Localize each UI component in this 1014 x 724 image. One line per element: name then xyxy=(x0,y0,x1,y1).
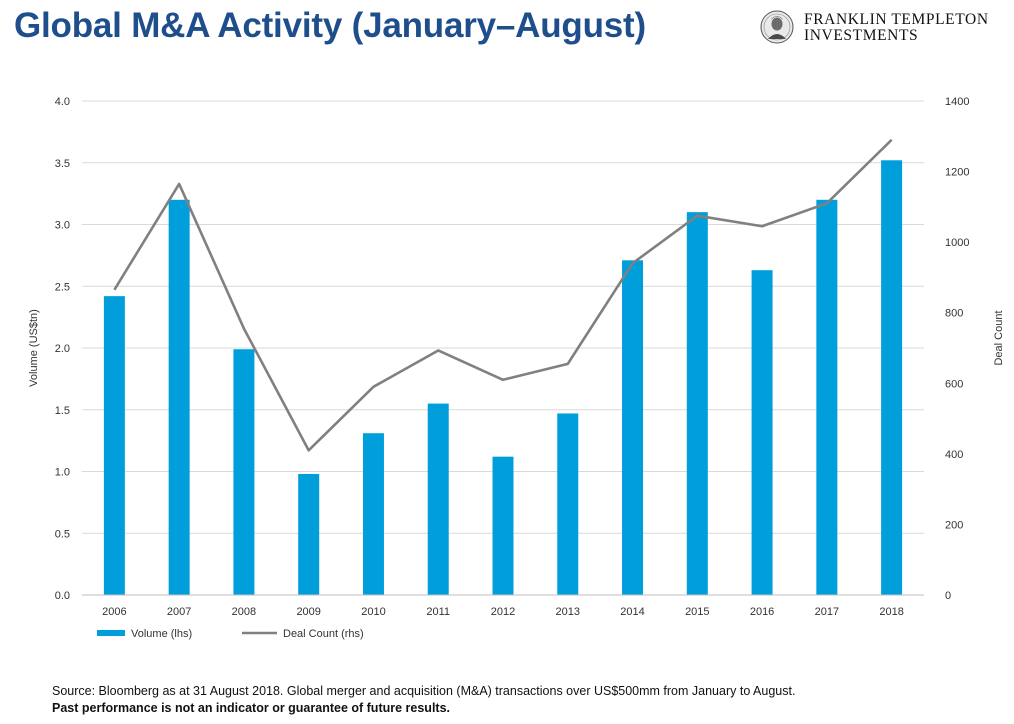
x-tick-label: 2015 xyxy=(685,606,709,618)
y-tick-label-left: 4.0 xyxy=(55,96,70,108)
deal-count-line xyxy=(113,138,893,452)
legend: Volume (lhs) Deal Count (rhs) xyxy=(97,628,364,640)
y-tick-label-right: 800 xyxy=(945,308,963,320)
page-title: Global M&A Activity (January–August) xyxy=(14,6,646,45)
franklin-portrait-seal-icon xyxy=(760,10,794,44)
volume-bar-2018 xyxy=(881,160,903,595)
y-tick-label-right: 1200 xyxy=(945,167,969,179)
chart: 0.0 0.5 1.0 1.5 2.0 2.5 3.0 3.5 4.0 0 200 400 600 800… xyxy=(28,96,1005,640)
axes: 0.0 0.5 1.0 1.5 2.0 2.5 3.0 3.5 4.0 0 200 400 600 800… xyxy=(28,96,1005,618)
x-tick-label: 2018 xyxy=(879,606,903,618)
y-tick-label-right: 600 xyxy=(945,378,963,390)
volume-bar-2011 xyxy=(427,403,449,595)
y-tick-label-left: 3.0 xyxy=(55,220,70,232)
y-tick-label-left: 2.5 xyxy=(55,281,70,293)
source-note: Source: Bloomberg as at 31 August 2018. … xyxy=(52,684,796,698)
x-tick-label: 2012 xyxy=(491,606,515,618)
y-tick-label-right: 1000 xyxy=(945,237,969,249)
volume-bar-2009 xyxy=(298,473,320,595)
y-tick-label-left: 2.0 xyxy=(55,343,70,355)
volume-bar-2012 xyxy=(492,456,514,595)
volume-bar-2014 xyxy=(622,260,644,595)
volume-bar-2015 xyxy=(686,212,708,595)
logo-line-2: INVESTMENTS xyxy=(804,27,919,44)
volume-bar-2006 xyxy=(103,296,125,595)
y-tick-label-right: 0 xyxy=(945,590,951,602)
y-tick-label-left: 0.5 xyxy=(55,528,70,540)
x-tick-label: 2009 xyxy=(296,606,320,618)
volume-bar-2010 xyxy=(362,433,384,595)
y-tick-label-left: 1.5 xyxy=(55,405,70,417)
volume-bars xyxy=(103,160,903,596)
y-tick-label-left: 0.0 xyxy=(55,590,70,602)
x-tick-label: 2014 xyxy=(620,606,644,618)
volume-bar-2016 xyxy=(751,270,773,595)
x-tick-label: 2017 xyxy=(815,606,839,618)
x-tick-label: 2013 xyxy=(556,606,580,618)
y-tick-label-right: 200 xyxy=(945,519,963,531)
y-tick-label-right: 1400 xyxy=(945,96,969,108)
y-tick-label-right: 400 xyxy=(945,449,963,461)
volume-bar-2017 xyxy=(816,199,838,596)
y-axis-title-right: Deal Count xyxy=(993,310,1005,365)
legend-swatch-volume xyxy=(97,630,125,636)
volume-bar-2013 xyxy=(557,413,579,595)
x-tick-label: 2006 xyxy=(102,606,126,618)
y-axis-title-left: Volume (US$tn) xyxy=(28,309,40,387)
x-tick-label: 2011 xyxy=(426,606,450,618)
x-tick-label: 2010 xyxy=(361,606,385,618)
y-tick-label-left: 3.5 xyxy=(55,158,70,170)
volume-bar-2008 xyxy=(233,349,255,595)
x-tick-label: 2016 xyxy=(750,606,774,618)
footer-notes: Source: Bloomberg as at 31 August 2018. … xyxy=(52,683,1002,717)
disclaimer-note: Past performance is not an indicator or … xyxy=(52,701,450,715)
y-tick-label-left: 1.0 xyxy=(55,467,70,479)
deal-count-line-group xyxy=(113,138,893,452)
x-tick-label: 2007 xyxy=(167,606,191,618)
legend-label-volume: Volume (lhs) xyxy=(131,628,192,640)
legend-label-deal-count: Deal Count (rhs) xyxy=(283,628,364,640)
logo-text: FRANKLIN TEMPLETON INVESTMENTS xyxy=(804,12,989,44)
logo-line-1: FRANKLIN TEMPLETON xyxy=(804,11,989,28)
x-tick-label: 2008 xyxy=(232,606,256,618)
brand-logo: FRANKLIN TEMPLETON INVESTMENTS xyxy=(760,10,1000,48)
volume-bar-2007 xyxy=(168,199,190,596)
